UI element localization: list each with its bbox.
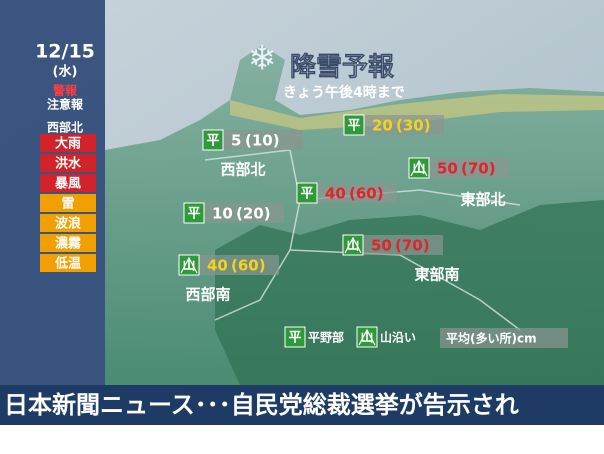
icon-char: 山 (182, 258, 195, 274)
region-label: 東部南 (414, 266, 459, 284)
forecast-peak: (30) (396, 117, 431, 135)
forecast-amount: 50 (371, 237, 392, 255)
icon-char: 平 (187, 207, 200, 222)
icon-char: 平 (288, 331, 301, 346)
alert-label: 大雨 (55, 136, 81, 152)
forecast-amount: 40 (207, 257, 228, 275)
forecast-peak: (70) (395, 237, 430, 255)
date: 12/15 (35, 41, 95, 63)
ticker: 日本新聞ニュース･･･自民党総裁選挙が告示され (4, 391, 519, 419)
advisory-key: 注意報 (47, 97, 84, 112)
icon-char: 平 (300, 187, 313, 202)
alert-label: 雷 (61, 196, 74, 212)
alert-label: 洪水 (55, 156, 82, 172)
alert-label: 暴風 (54, 177, 81, 192)
forecast-peak: (60) (231, 257, 266, 275)
legend-mountain: 山沿い (380, 330, 416, 345)
icon-char: 山 (346, 238, 359, 254)
icon-char: 山 (360, 330, 373, 346)
alert-label: 低温 (54, 256, 81, 272)
forecast-amount: 50 (437, 160, 458, 178)
forecast-amount: 10 (212, 205, 233, 223)
title: 降雪予報 (290, 53, 395, 83)
forecast-amount: 40 (325, 185, 346, 203)
sidebar-region: 西部北 (47, 120, 83, 135)
forecast-peak: (20) (236, 205, 271, 223)
forecast-amount: 5 (231, 132, 241, 150)
forecast-peak: (70) (461, 160, 496, 178)
forecast-peak: (10) (245, 132, 280, 150)
forecast-peak: (60) (349, 185, 384, 203)
region-label: 東部北 (460, 191, 505, 209)
subtitle: きょう午後4時まで (283, 84, 405, 101)
alert-label: 波浪 (55, 216, 81, 232)
region-label: 西部南 (185, 286, 230, 304)
weather-screen: ❄ 降雪予報 きょう午後4時まで 12/15 (水) 警報 注意報 西部北 日本… (0, 0, 604, 450)
warning-key: 警報 (52, 83, 78, 98)
icon-char: 山 (412, 161, 425, 177)
snow-icon: ❄ (248, 39, 277, 79)
icon-char: 平 (347, 119, 360, 134)
legend-plain: 平野部 (308, 330, 344, 345)
weekday: (水) (53, 64, 78, 80)
alert-label: 濃霧 (55, 236, 82, 252)
region-label: 西部北 (220, 161, 265, 179)
icon-char: 平 (206, 134, 219, 149)
forecast-amount: 20 (372, 117, 393, 135)
legend-unit: 平均(多い所)cm (446, 331, 537, 346)
